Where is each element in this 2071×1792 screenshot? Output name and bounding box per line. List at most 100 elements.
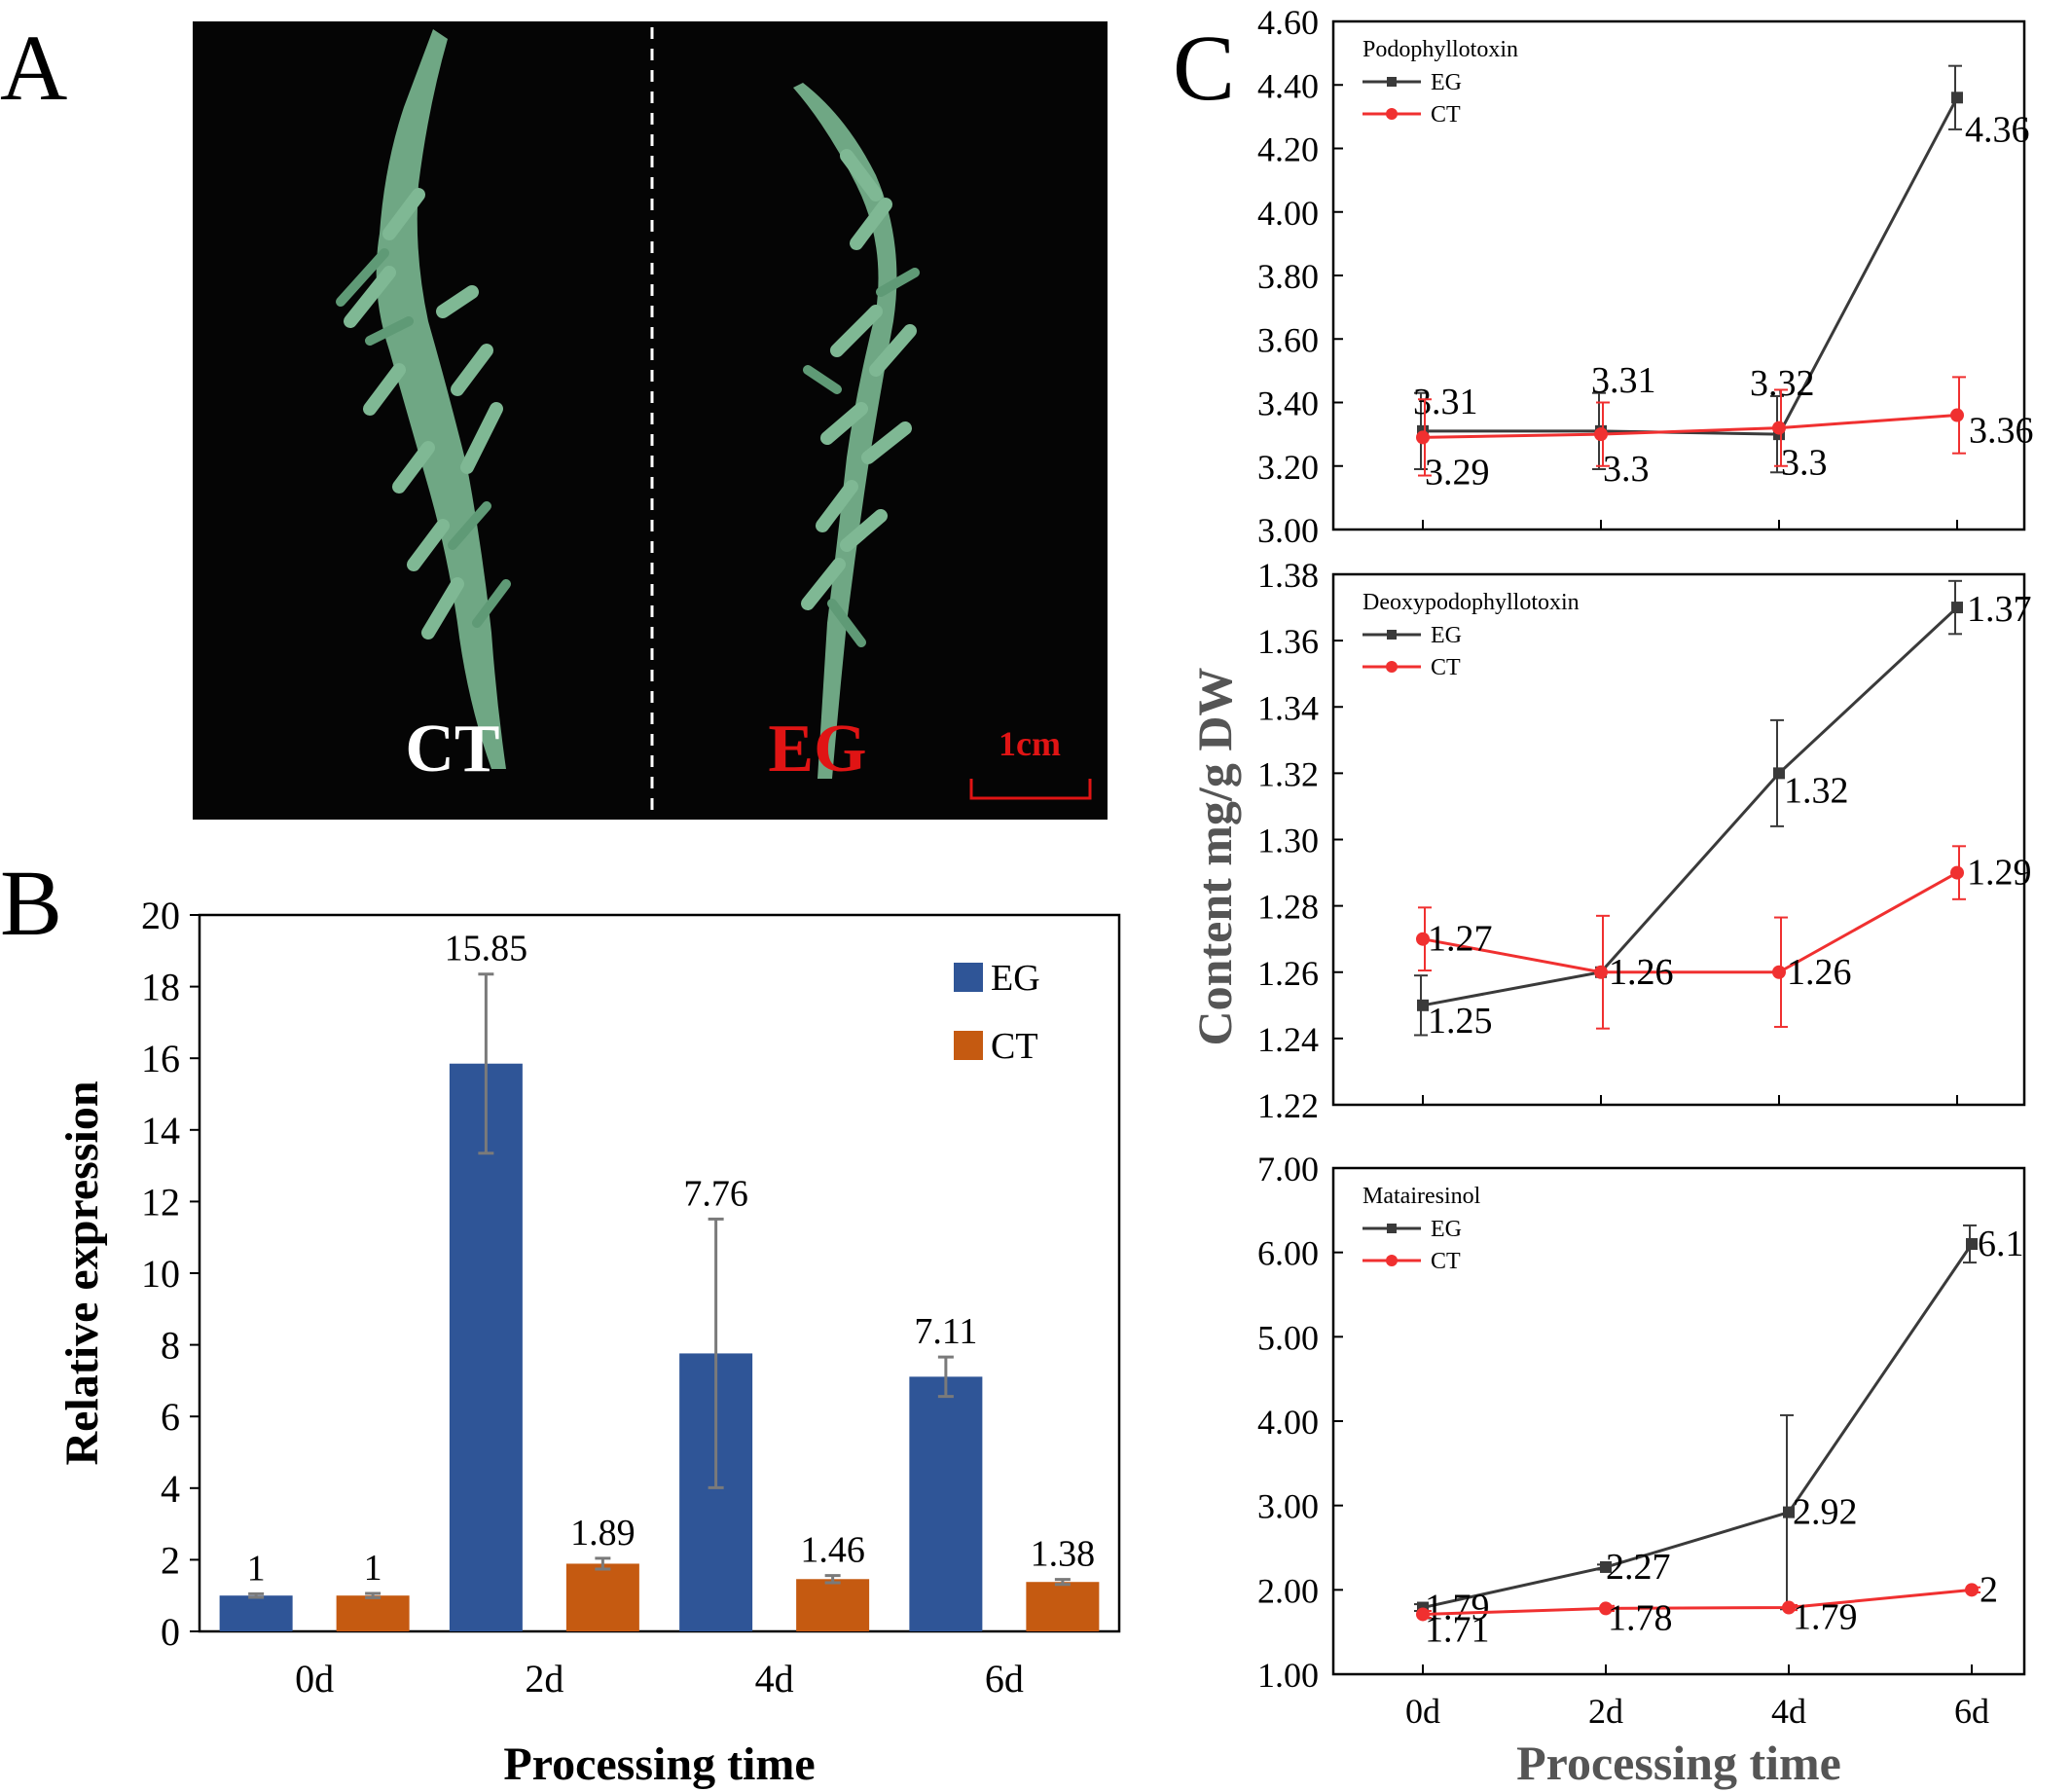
data-point-ct [1599,1601,1613,1616]
y-tick-label: 3.20 [1257,448,1319,487]
y-tick-label: 6.00 [1257,1234,1319,1273]
data-point-ct [1950,865,1964,880]
legend-label-ct: CT [991,1026,1038,1067]
x-tick-label: 6d [985,1657,1024,1701]
x-tick-label: 0d [1405,1692,1440,1731]
data-label: 1.32 [1784,770,1849,811]
data-label: 7.11 [914,1311,977,1352]
y-tick-label: 1.34 [1257,688,1319,727]
bar-ct [565,1563,639,1631]
scale-bar [969,779,1092,800]
y-tick-label: 1.26 [1257,954,1319,993]
data-point-ct [1772,965,1786,979]
data-label: 3.3 [1603,449,1650,490]
data-label: 1.25 [1428,1001,1493,1042]
data-point-ct [1594,427,1608,442]
y-tick-label: 4.60 [1257,3,1319,42]
data-point-ct [1416,932,1430,946]
data-label: 6.1 [1978,1224,2024,1264]
legend-marker-eg [1387,77,1397,87]
x-tick-label: 6d [1954,1692,1989,1731]
photo-label-eg: EG [768,712,866,786]
legend-swatch-ct [954,1031,983,1060]
y-tick-label: 16 [141,1037,180,1080]
bar-ct [1026,1582,1100,1631]
data-point-ct [1416,1607,1430,1622]
bar-chart-relative-expression: 0 2 4 6 8 10 12 14 16 18 20 0d 1 1 2d 15.85 1.89 4d 7.76 1.… [56,894,1121,1790]
y-tick-label: 3.00 [1257,1487,1319,1526]
bar-ct [796,1579,870,1631]
legend-label-eg: EG [991,958,1040,999]
y-tick-label: 14 [141,1109,180,1152]
data-label: 4.36 [1965,109,2030,150]
data-label: 1.26 [1787,952,1852,993]
data-label: 7.76 [683,1173,748,1214]
y-tick-label: 4 [161,1467,180,1511]
y-tick-label: 1.28 [1257,888,1319,927]
y-tick-label: 10 [141,1252,180,1296]
legend-marker-eg [1387,1224,1397,1233]
y-tick-label: 6 [161,1395,180,1439]
data-point-eg [1417,999,1429,1011]
data-point-ct [1950,408,1964,422]
legend-swatch-eg [954,963,983,992]
data-point-eg [1951,602,1963,614]
data-label: 1.71 [1425,1609,1490,1650]
y-tick-label: 2.00 [1257,1571,1319,1610]
y-tick-label: 2 [161,1538,180,1582]
data-label: 3.29 [1425,452,1490,493]
series-line-eg [1422,605,1959,1007]
data-label: 1.78 [1608,1597,1673,1638]
x-tick-label: 0d [295,1657,334,1701]
data-point-ct [1416,430,1430,445]
y-tick-label: 7.00 [1257,1150,1319,1189]
legend-marker-ct [1386,1255,1398,1266]
data-label: 3.3 [1781,443,1828,484]
y-tick-label: 4.00 [1257,1403,1319,1442]
y-tick-label: 1.30 [1257,822,1319,860]
y-tick-label: 1.22 [1257,1086,1319,1125]
data-label: 1.37 [1967,589,2032,630]
series-line-ct [1422,1588,1973,1616]
chart-title: Matairesinol [1362,1184,1481,1209]
bar-ct [336,1595,410,1631]
y-tick-label: 8 [161,1324,180,1368]
y-tick-label: 20 [141,894,180,937]
scale-bar-label: 1cm [999,724,1061,763]
bar-eg [449,1063,523,1631]
data-label: 1.26 [1609,952,1674,993]
y-tick-label: 1.24 [1257,1020,1319,1059]
y-axis-title-b: Relative expression [56,1080,108,1465]
legend-label-ct: CT [1431,102,1461,128]
legend-marker-ct [1386,108,1398,120]
y-tick-label: 4.00 [1257,194,1319,233]
line-chart-podophyllotoxin: 3.00 3.20 3.40 3.60 3.80 4.00 4.20 4.40 4.60 Podo… [1257,3,2034,550]
x-axis-title-c: Processing time [1516,1736,1841,1790]
data-label: 1 [364,1548,382,1589]
data-label: 1.38 [1031,1534,1096,1575]
panel-letter-b: B [0,851,62,955]
photo-panel: CT EG 1cm [193,21,1108,820]
line-chart-matairesinol: 1.00 2.00 3.00 4.00 5.00 6.00 7.00 0d 2d 4d 6d Mata… [1257,1150,2026,1790]
y-tick-label: 18 [141,966,180,1009]
data-label: 1.29 [1967,853,2032,894]
data-label: 3.31 [1413,382,1478,422]
photo-label-ct: CT [405,712,499,786]
x-axis-title-b: Processing time [503,1738,815,1790]
eg-plant-image [793,83,920,779]
data-point-eg [1600,1560,1612,1573]
series-line-eg [1423,96,1959,436]
legend-label-eg: EG [1431,623,1462,648]
chart-title: Deoxypodophyllotoxin [1362,590,1580,615]
y-tick-label: 3.00 [1257,511,1319,550]
legend-label-ct: CT [1431,1249,1461,1274]
bar-eg [219,1595,293,1631]
data-label: 3.32 [1750,363,1815,404]
legend-label-eg: EG [1431,1217,1462,1242]
data-point-eg [1966,1238,1978,1250]
data-label: 1 [247,1548,266,1589]
series-line-eg [1422,1243,1974,1609]
y-tick-label: 4.20 [1257,130,1319,169]
data-point-ct [1594,965,1608,979]
